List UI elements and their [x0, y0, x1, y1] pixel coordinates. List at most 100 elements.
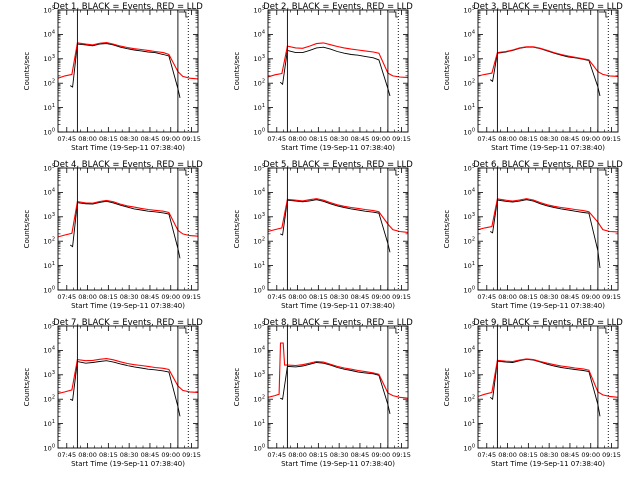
y-tick-label: 101 — [254, 103, 265, 112]
chart-title: Det 3, BLACK = Events, RED = LLD — [473, 2, 623, 12]
y-tick-label: 105 — [254, 5, 265, 14]
y-tick-label: 100 — [464, 127, 475, 136]
y-tick-label: 103 — [464, 370, 475, 379]
y-tick-label: 100 — [44, 127, 55, 136]
chart-title: Det 8, BLACK = Events, RED = LLD — [263, 318, 413, 328]
y-tick-label: 101 — [44, 103, 55, 112]
marker-flag — [598, 327, 608, 334]
chart-panel: 100 101 102 103 104 105 07:45 08:00 08:15 08:30 08… — [233, 2, 413, 152]
x-tick-label: 09:00 — [161, 293, 180, 301]
x-tick-label: 08:45 — [141, 451, 160, 459]
y-tick-label: 101 — [44, 419, 55, 428]
chart-title: Det 1, BLACK = Events, RED = LLD — [53, 2, 203, 12]
x-tick-label: 07:45 — [57, 451, 76, 459]
y-tick-label: 104 — [44, 188, 55, 197]
chart-title: Det 9, BLACK = Events, RED = LLD — [473, 318, 623, 328]
plot-frame — [477, 325, 619, 449]
y-tick-label: 104 — [464, 188, 475, 197]
y-tick-label: 100 — [254, 127, 265, 136]
x-tick-label: 09:15 — [602, 135, 621, 143]
x-tick-label: 07:45 — [267, 451, 286, 459]
x-tick-label: 08:15 — [309, 451, 328, 459]
y-axis-label: Counts/sec — [233, 210, 241, 249]
chart-title: Det 5, BLACK = Events, RED = LLD — [263, 160, 413, 170]
y-axis-label: Counts/sec — [23, 210, 31, 249]
chart-panel: 100 101 102 103 104 105 07:45 08:00 08:15 08:30 08… — [23, 160, 203, 310]
events-series-line — [280, 199, 391, 253]
y-tick-label: 104 — [254, 188, 265, 197]
x-tick-label: 09:00 — [161, 451, 180, 459]
chart-title: Det 6, BLACK = Events, RED = LLD — [473, 160, 623, 170]
y-tick-label: 100 — [44, 443, 55, 452]
y-tick-label: 105 — [254, 163, 265, 172]
x-axis-label: Start Time (19-Sep-11 07:38:40) — [71, 144, 185, 152]
x-tick-label: 08:45 — [141, 135, 160, 143]
marker-flag — [598, 11, 608, 18]
x-tick-label: 07:45 — [477, 293, 496, 301]
x-tick-label: 08:30 — [540, 451, 559, 459]
lld-series-line — [478, 358, 618, 398]
y-tick-label: 103 — [254, 212, 265, 221]
x-tick-label: 09:00 — [161, 135, 180, 143]
y-tick-label: 103 — [464, 54, 475, 63]
chart-panel: 100 101 102 103 104 105 07:45 08:00 08:15 08:30 08… — [443, 2, 623, 152]
lld-series-line — [268, 42, 408, 79]
y-tick-label: 100 — [44, 285, 55, 294]
x-tick-label: 09:15 — [182, 451, 201, 459]
x-tick-label: 08:15 — [519, 293, 538, 301]
y-tick-label: 102 — [44, 79, 55, 88]
x-tick-label: 09:15 — [182, 293, 201, 301]
y-tick-label: 101 — [254, 261, 265, 270]
y-tick-label: 100 — [254, 443, 265, 452]
x-axis-label: Start Time (19-Sep-11 07:38:40) — [71, 302, 185, 310]
x-tick-label: 08:15 — [519, 451, 538, 459]
marker-flag — [388, 169, 398, 176]
x-axis-label: Start Time (19-Sep-11 07:38:40) — [491, 460, 605, 468]
x-tick-label: 08:45 — [351, 451, 370, 459]
y-axis-label: Counts/sec — [443, 52, 451, 91]
x-axis-label: Start Time (19-Sep-11 07:38:40) — [281, 302, 395, 310]
lld-series-line — [478, 198, 618, 233]
x-tick-label: 08:30 — [330, 293, 349, 301]
events-series-line — [489, 199, 601, 269]
plot-frame — [57, 167, 199, 291]
chart-title: Det 4, BLACK = Events, RED = LLD — [53, 160, 203, 170]
x-tick-label: 08:30 — [120, 293, 139, 301]
lld-series-line — [58, 42, 198, 80]
x-tick-label: 07:45 — [57, 135, 76, 143]
lld-series-line — [268, 198, 408, 233]
events-series-line — [489, 46, 601, 97]
chart-title: Det 2, BLACK = Events, RED = LLD — [263, 2, 413, 12]
chart-panel: 100 101 102 103 104 105 07:45 08:00 08:15 08:30 08… — [23, 2, 203, 152]
lld-series-line — [58, 199, 198, 238]
x-tick-label: 08:00 — [498, 293, 517, 301]
x-tick-label: 09:00 — [581, 135, 600, 143]
marker-flag — [388, 327, 398, 334]
y-axis-label: Counts/sec — [233, 52, 241, 91]
x-tick-label: 08:30 — [330, 135, 349, 143]
x-tick-label: 09:00 — [581, 451, 600, 459]
x-tick-label: 08:45 — [561, 135, 580, 143]
y-tick-label: 100 — [254, 285, 265, 294]
x-tick-label: 09:15 — [602, 293, 621, 301]
x-tick-label: 08:45 — [351, 135, 370, 143]
y-axis-label: Counts/sec — [23, 52, 31, 91]
x-tick-label: 08:00 — [498, 135, 517, 143]
y-tick-label: 105 — [44, 5, 55, 14]
x-tick-label: 09:15 — [392, 135, 411, 143]
plot-frame — [267, 325, 409, 449]
x-tick-label: 09:15 — [182, 135, 201, 143]
y-tick-label: 101 — [464, 103, 475, 112]
x-tick-label: 08:00 — [78, 451, 97, 459]
plot-frame — [477, 9, 619, 133]
x-tick-label: 09:00 — [371, 293, 390, 301]
x-axis-label: Start Time (19-Sep-11 07:38:40) — [71, 460, 185, 468]
y-tick-label: 102 — [254, 79, 265, 88]
y-tick-label: 104 — [254, 346, 265, 355]
x-tick-label: 08:15 — [99, 293, 118, 301]
x-tick-label: 08:30 — [120, 451, 139, 459]
x-tick-label: 07:45 — [267, 135, 286, 143]
y-tick-label: 105 — [44, 321, 55, 330]
x-tick-label: 08:00 — [498, 451, 517, 459]
y-tick-label: 103 — [44, 370, 55, 379]
